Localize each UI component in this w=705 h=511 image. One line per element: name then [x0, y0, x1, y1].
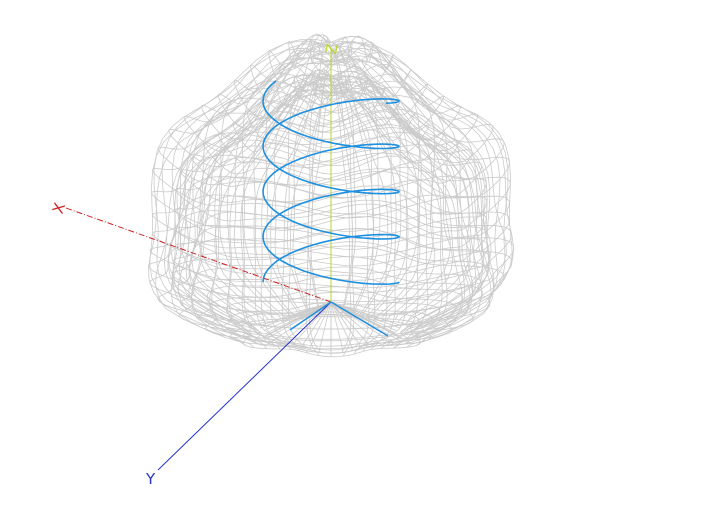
- mesh-spoke-line: [330, 301, 370, 346]
- mesh-spoke-line: [330, 301, 354, 349]
- mesh-meridian-line: [330, 87, 354, 316]
- y-axis-line: [157, 301, 332, 471]
- mesh-meridian-line: [330, 92, 463, 346]
- mesh-meridian-line: [330, 75, 409, 320]
- x-axis-line: [65, 207, 332, 303]
- mesh-meridian-line: [330, 51, 492, 324]
- helix-strand: [262, 98, 401, 286]
- mesh-meridian-line: [330, 82, 393, 319]
- mesh-spoke-line: [330, 301, 344, 351]
- mesh-meridian-line: [330, 53, 492, 346]
- mesh-spoke-line: [292, 301, 332, 322]
- mesh-spoke-line: [279, 301, 332, 346]
- mesh-meridian-line: [330, 40, 495, 340]
- mesh-meridian-line: [273, 69, 332, 319]
- mesh-meridian-line: [253, 75, 332, 320]
- mesh-meridian-line: [292, 69, 332, 317]
- mesh-meridian-line: [330, 78, 352, 353]
- mesh-meridian-line: [170, 51, 332, 324]
- mesh-spoke-line: [318, 301, 332, 351]
- mesh-spoke-line: [330, 301, 361, 347]
- mesh-meridian-line: [286, 33, 332, 315]
- mesh-meridian-line: [330, 75, 474, 339]
- mesh-meridian-line: [330, 76, 479, 336]
- mesh-meridian-line: [330, 70, 436, 322]
- mesh-meridian-line: [330, 87, 375, 317]
- mesh-spoke-line: [330, 301, 344, 317]
- mesh-meridian-line: [330, 75, 370, 352]
- mesh-meridian-line: [242, 41, 332, 318]
- mesh-meridian-line: [253, 84, 332, 348]
- mesh-spoke-line: [301, 301, 332, 347]
- radiation-pattern-wireframe: [147, 33, 515, 358]
- mesh-meridian-line: [260, 60, 332, 352]
- mesh-meridian-line: [330, 87, 490, 332]
- mesh-meridian-line: [330, 60, 515, 330]
- mesh-meridian-line: [330, 42, 501, 337]
- mesh-spoke-line: [330, 301, 382, 345]
- mesh-meridian-line: [240, 78, 332, 347]
- mesh-meridian-line: [161, 40, 332, 332]
- mesh-spoke-line: [330, 301, 397, 331]
- mesh-meridian-line: [330, 35, 436, 319]
- mesh-meridian-line: [147, 62, 332, 340]
- mesh-meridian-line: [330, 70, 422, 321]
- coordinate-axes: X Y Z: [49, 42, 342, 488]
- mesh-meridian-line: [310, 73, 332, 315]
- mesh-meridian-line: [287, 95, 332, 351]
- y-axis-label: Y: [145, 470, 156, 488]
- helix-antenna: [262, 80, 401, 337]
- x-axis-label: X: [49, 201, 69, 216]
- mesh-meridian-line: [330, 83, 471, 325]
- mesh-meridian-line: [330, 76, 454, 323]
- helix-feed-line: [289, 301, 332, 331]
- mesh-meridian-line: [330, 91, 429, 347]
- mesh-spoke-line: [330, 301, 401, 326]
- mesh-meridian-line: [330, 55, 381, 315]
- mesh-meridian-line: [188, 76, 332, 327]
- mesh-meridian-line: [330, 85, 471, 344]
- mesh-meridian-line: [330, 90, 485, 327]
- mesh-meridian-line: [172, 89, 332, 336]
- mesh-meridian-line: [188, 73, 332, 330]
- mesh-meridian-line: [233, 83, 332, 321]
- mesh-meridian-line: [153, 47, 332, 334]
- z-axis-label: Z: [322, 42, 342, 55]
- helix-feed-line: [330, 301, 389, 337]
- mesh-meridian-line: [330, 54, 357, 313]
- mesh-meridian-line: [330, 58, 507, 327]
- mesh-spoke-line: [309, 301, 332, 348]
- mesh-spoke-line: [330, 301, 401, 329]
- mesh-meridian-line: [176, 81, 332, 334]
- mesh-spoke-line: [281, 301, 332, 323]
- mesh-meridian-line: [214, 89, 332, 322]
- mesh-meridian-line: [330, 78, 389, 349]
- helix-strand: [262, 80, 401, 283]
- mesh-meridian-line: [330, 55, 513, 332]
- mesh-meridian-line: [191, 83, 332, 325]
- mesh-spoke-line: [268, 301, 332, 324]
- mesh-meridian-line: [149, 57, 332, 337]
- mesh-meridian-line: [330, 95, 448, 347]
- mesh-meridian-line: [330, 92, 491, 330]
- mesh-meridian-line: [167, 43, 332, 327]
- mesh-meridian-line: [196, 57, 332, 320]
